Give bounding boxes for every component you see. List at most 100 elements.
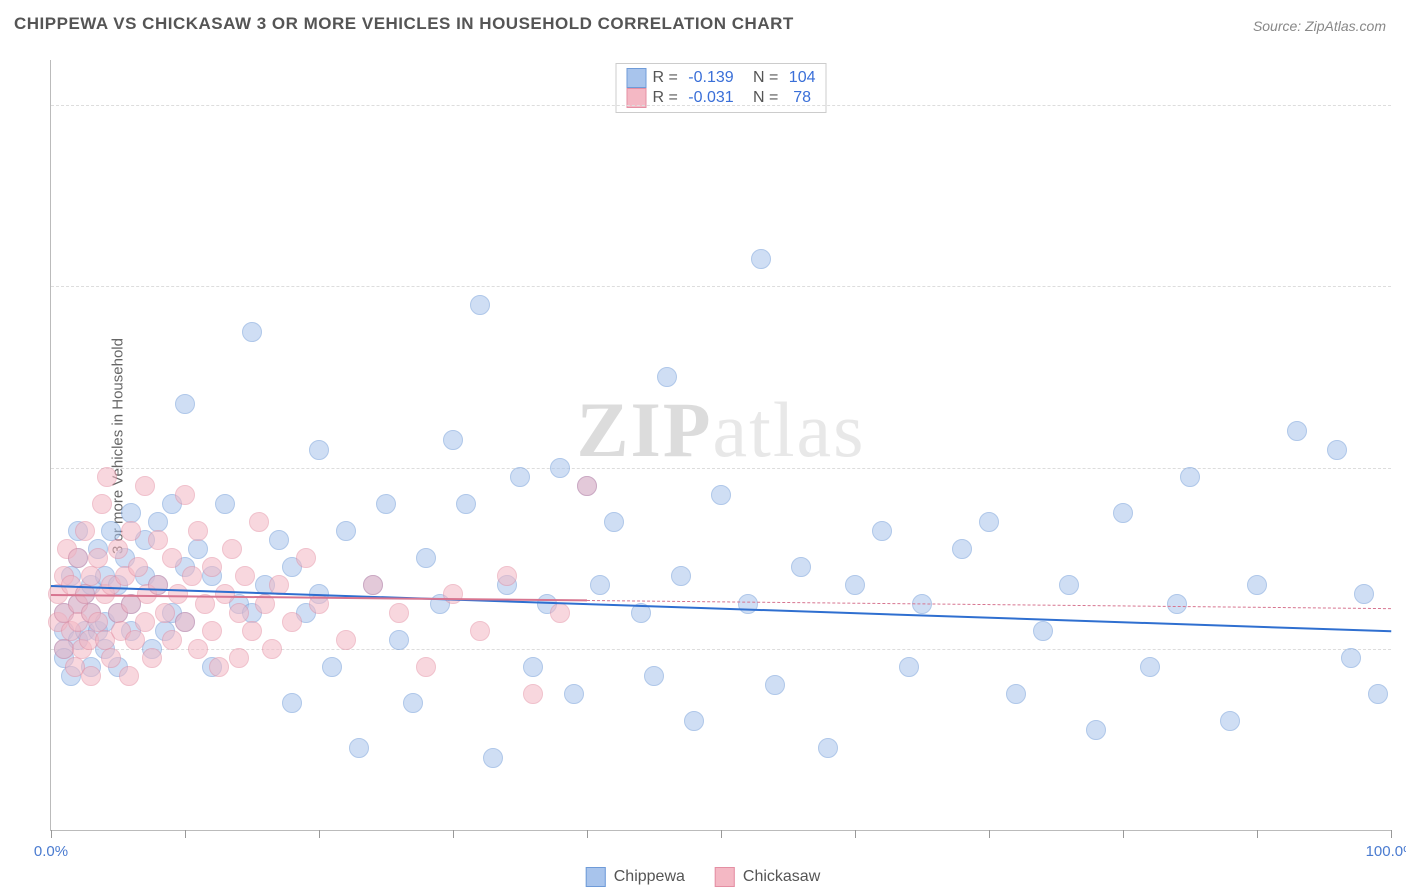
scatter-point [249,512,269,532]
scatter-point [282,693,302,713]
scatter-point [242,322,262,342]
scatter-point [470,295,490,315]
x-tick [1123,830,1124,838]
scatter-point [162,630,182,650]
source-attribution: Source: ZipAtlas.com [1253,18,1386,34]
scatter-point [671,566,691,586]
scatter-point [443,430,463,450]
legend: Chippewa Chickasaw [586,867,821,887]
scatter-point [443,584,463,604]
scatter-point [97,467,117,487]
scatter-point [1033,621,1053,641]
swatch-chippewa [586,867,606,887]
scatter-point [590,575,610,595]
scatter-point [262,639,282,659]
scatter-point [282,612,302,632]
scatter-point [108,539,128,559]
scatter-point [175,612,195,632]
scatter-point [899,657,919,677]
scatter-point [175,485,195,505]
legend-item-chippewa: Chippewa [586,867,685,887]
scatter-point [155,603,175,623]
scatter-point [88,548,108,568]
scatter-point [148,530,168,550]
x-tick [1391,830,1392,838]
scatter-point [523,657,543,677]
scatter-point [135,476,155,496]
scatter-point [322,657,342,677]
scatter-point [188,639,208,659]
gridline [51,105,1391,106]
scatter-point [235,566,255,586]
scatter-point [416,657,436,677]
scatter-point [162,548,182,568]
scatter-point [510,467,530,487]
scatter-point [497,566,517,586]
scatter-point [456,494,476,514]
scatter-point [202,557,222,577]
scatter-point [604,512,624,532]
scatter-point [523,684,543,704]
stats-row-chippewa: R = -0.139 N = 104 [627,68,816,88]
scatter-point [872,521,892,541]
x-tick [855,830,856,838]
scatter-point [1341,648,1361,668]
scatter-point [215,584,235,604]
scatter-point [1140,657,1160,677]
scatter-point [483,748,503,768]
gridline [51,649,1391,650]
scatter-point [1180,467,1200,487]
scatter-point [68,548,88,568]
x-tick [587,830,588,838]
scatter-point [1059,575,1079,595]
scatter-point [119,666,139,686]
legend-item-chickasaw: Chickasaw [715,867,820,887]
scatter-point [202,621,222,641]
scatter-point [215,494,235,514]
x-tick [989,830,990,838]
scatter-point [550,458,570,478]
scatter-point [1247,575,1267,595]
scatter-point [148,575,168,595]
scatter-point [349,738,369,758]
scatter-point [644,666,664,686]
scatter-point [92,494,112,514]
swatch-chippewa [627,68,647,88]
x-tick-label: 0.0% [34,843,68,860]
scatter-point [182,566,202,586]
scatter-point [952,539,972,559]
scatter-point [765,675,785,695]
scatter-point [175,394,195,414]
scatter-point [229,603,249,623]
scatter-point [711,485,731,505]
scatter-point [403,693,423,713]
scatter-point [1086,720,1106,740]
scatter-point [416,548,436,568]
scatter-point [1354,584,1374,604]
x-tick [319,830,320,838]
scatter-point [121,521,141,541]
scatter-point [751,249,771,269]
scatter-point [470,621,490,641]
scatter-point [1287,421,1307,441]
scatter-point [209,657,229,677]
swatch-chickasaw [715,867,735,887]
scatter-point [791,557,811,577]
scatter-point [75,521,95,541]
scatter-point [81,566,101,586]
scatter-point [242,621,262,641]
scatter-point [188,539,208,559]
x-tick [721,830,722,838]
legend-label: Chickasaw [743,868,820,886]
legend-label: Chippewa [614,868,685,886]
scatter-point [1167,594,1187,614]
scatter-point [269,530,289,550]
scatter-point [845,575,865,595]
scatter-point [376,494,396,514]
scatter-point [1220,711,1240,731]
scatter-point [1368,684,1388,704]
x-tick [453,830,454,838]
scatter-point [128,557,148,577]
scatter-point [564,684,584,704]
scatter-point [142,648,162,668]
